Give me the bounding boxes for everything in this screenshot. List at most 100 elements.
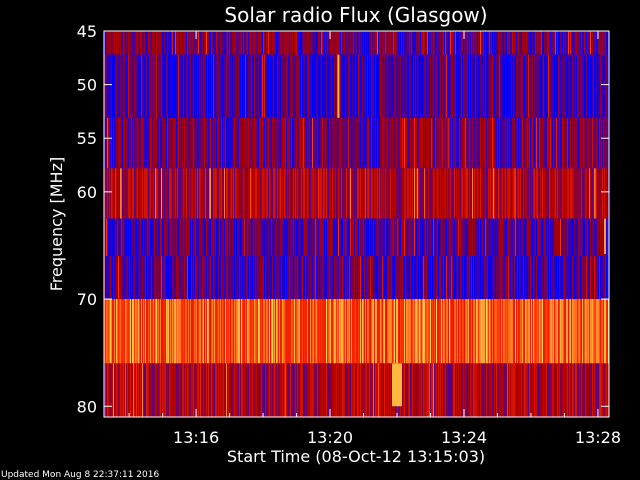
spectrum-cell: [546, 363, 547, 417]
spectrum-cell: [165, 54, 166, 118]
spectrum-cell: [121, 256, 122, 300]
spectrum-cell: [117, 256, 118, 300]
spectrum-cell: [263, 218, 264, 257]
spectrum-cell: [538, 168, 539, 219]
spectrum-cell: [234, 218, 235, 257]
spectrum-cell: [215, 117, 216, 169]
spectrum-cell: [568, 31, 569, 55]
spectrum-cell: [596, 117, 597, 169]
spectrum-cell: [360, 218, 361, 257]
spectrum-cell: [482, 54, 483, 118]
spectrum-cell: [302, 168, 303, 219]
spectrum-cell: [447, 54, 448, 118]
spectrum-cell: [542, 218, 543, 257]
spectrum-cell: [547, 363, 548, 417]
spectrum-cell: [405, 299, 406, 364]
spectrum-cell: [290, 218, 291, 257]
spectrum-cell: [600, 117, 601, 169]
spectrum-cell: [398, 54, 399, 118]
spectrum-cell: [387, 218, 388, 257]
spectrum-cell: [481, 54, 482, 118]
spectrum-cell: [572, 299, 573, 364]
spectrum-cell: [129, 299, 130, 364]
spectrum-cell: [404, 363, 405, 417]
spectrum-cell: [108, 299, 109, 364]
spectrum-cell: [584, 31, 585, 55]
spectrum-cell: [178, 218, 179, 257]
spectrum-cell: [552, 256, 553, 300]
spectrum-cell: [475, 363, 476, 417]
spectrum-cell: [197, 256, 198, 300]
spectrum-cell: [544, 31, 545, 55]
spectrum-cell: [553, 31, 554, 55]
spectrum-cell: [278, 54, 279, 118]
spectrum-cell: [282, 54, 283, 118]
spectrum-cell: [602, 31, 603, 55]
freq-band-6: [104, 299, 609, 364]
spectrum-cell: [152, 363, 153, 417]
spectrum-cell: [553, 299, 554, 364]
spectrum-cell: [583, 363, 584, 417]
spectrum-cell: [466, 218, 467, 257]
spectrum-cell: [419, 363, 420, 417]
spectrum-cell: [476, 31, 477, 55]
spectrum-cell: [125, 256, 126, 300]
spectrum-cell: [149, 168, 150, 219]
spectrum-cell: [324, 168, 325, 219]
spectrum-cell: [168, 117, 169, 169]
spectrum-cell: [180, 363, 181, 417]
spectrum-cell: [179, 256, 180, 300]
spectrum-cell: [382, 363, 383, 417]
spectrum-cell: [277, 299, 278, 364]
spectrum-cell: [533, 168, 534, 219]
spectrum-cell: [105, 299, 106, 364]
spectrum-cell: [564, 54, 565, 118]
spectrum-cell: [573, 256, 574, 300]
spectrum-cell: [383, 168, 384, 219]
spectrum-cell: [460, 299, 461, 364]
spectrum-cell: [502, 218, 503, 257]
spectrum-cell: [284, 168, 285, 219]
spectrum-cell: [176, 168, 177, 219]
spectrum-cell: [580, 168, 581, 219]
spectrum-cell: [417, 168, 418, 219]
spectrum-cell: [348, 31, 349, 55]
spectrum-cell: [250, 54, 251, 118]
spectrum-cell: [485, 299, 486, 364]
spectrum-cell: [324, 54, 325, 118]
spectrum-cell: [214, 363, 215, 417]
spectrum-cell: [217, 256, 218, 300]
spectrum-cell: [509, 363, 510, 417]
spectrum-cell: [192, 117, 193, 169]
spectrum-cell: [262, 31, 263, 55]
spectrum-cell: [592, 256, 593, 300]
spectrum-cell: [531, 168, 532, 219]
radio-burst: [603, 218, 606, 255]
spectrum-cell: [105, 54, 106, 118]
spectrum-cell: [494, 117, 495, 169]
spectrum-cell: [261, 54, 262, 118]
spectrum-cell: [342, 168, 343, 219]
spectrum-cell: [294, 363, 295, 417]
spectrum-cell: [380, 168, 381, 219]
spectrum-cell: [467, 54, 468, 118]
spectrum-cell: [177, 218, 178, 257]
spectrum-cell: [302, 218, 303, 257]
spectrum-cell: [135, 218, 136, 257]
spectrum-cell: [111, 31, 112, 55]
spectrum-cell: [547, 218, 548, 257]
spectrum-cell: [308, 54, 309, 118]
spectrum-cell: [132, 363, 133, 417]
spectrum-cell: [388, 218, 389, 257]
spectrum-cell: [238, 168, 239, 219]
spectrum-cell: [599, 117, 600, 169]
spectrum-cell: [220, 31, 221, 55]
spectrum-cell: [549, 299, 550, 364]
spectrum-cell: [221, 363, 222, 417]
spectrum-cell: [389, 256, 390, 300]
spectrum-cell: [344, 31, 345, 55]
spectrum-cell: [215, 218, 216, 257]
spectrum-cell: [312, 31, 313, 55]
spectrum-cell: [428, 256, 429, 300]
spectrum-cell: [523, 117, 524, 169]
